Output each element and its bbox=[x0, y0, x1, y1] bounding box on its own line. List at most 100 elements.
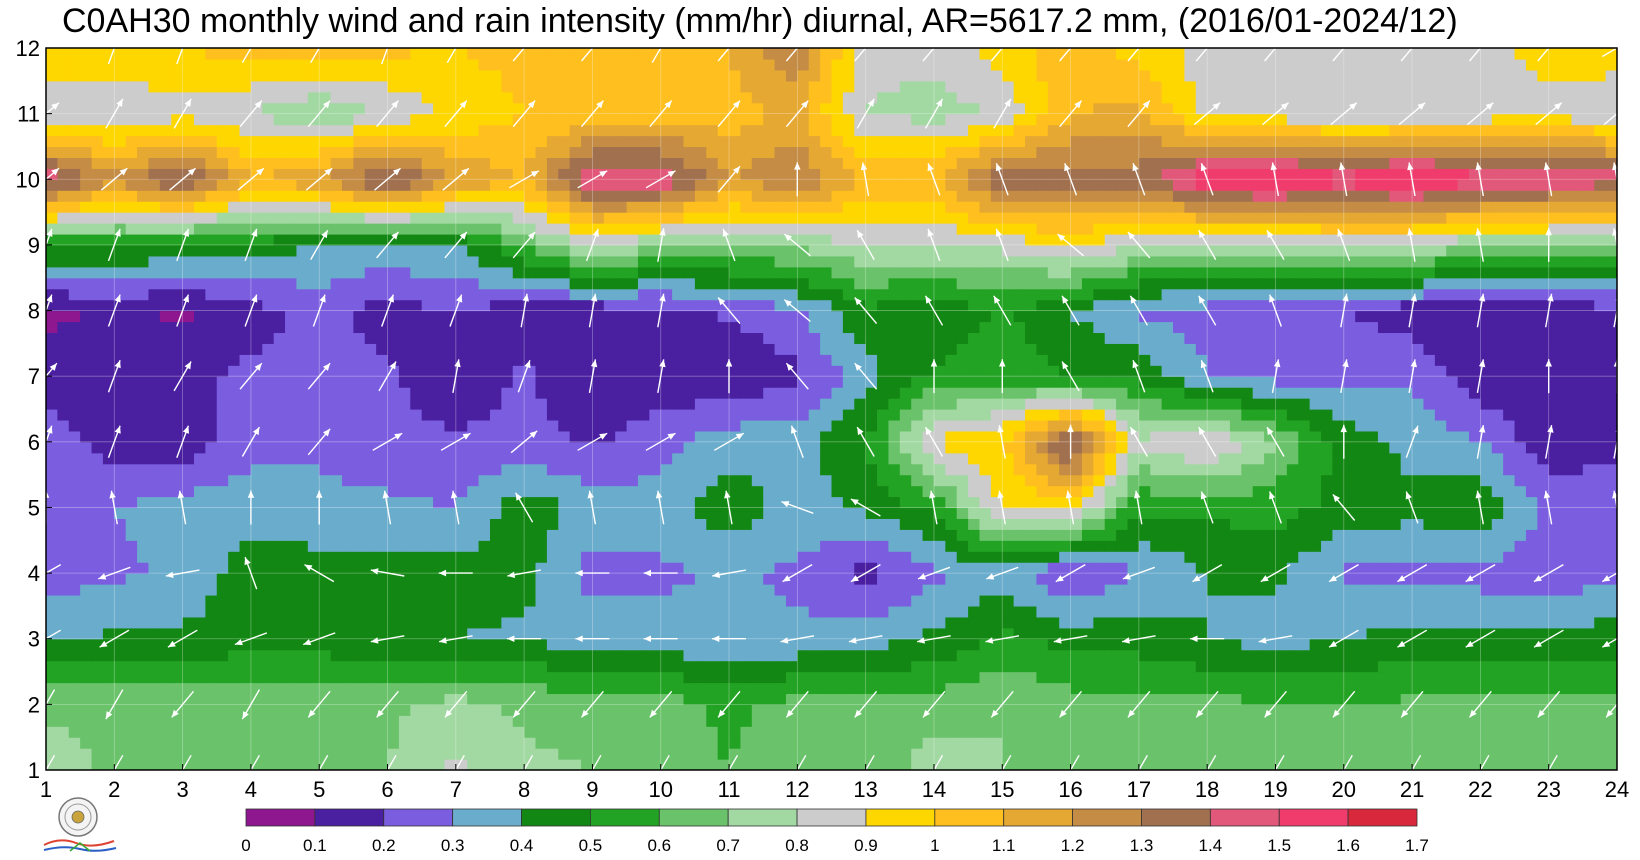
heatmap-cell bbox=[171, 726, 184, 738]
heatmap-cell bbox=[1469, 529, 1481, 541]
heatmap-cell bbox=[1093, 715, 1106, 727]
heatmap-cell bbox=[1412, 452, 1425, 465]
heatmap-cell bbox=[729, 518, 742, 530]
heatmap-cell bbox=[57, 704, 70, 716]
heatmap-cell bbox=[1594, 474, 1607, 487]
heatmap-cell bbox=[171, 507, 184, 519]
heatmap-cell bbox=[307, 671, 320, 684]
heatmap-cell bbox=[945, 715, 958, 727]
heatmap-cell bbox=[1264, 715, 1277, 727]
heatmap-cell bbox=[1343, 474, 1356, 487]
heatmap-cell bbox=[535, 551, 548, 563]
heatmap-cell bbox=[273, 649, 286, 662]
heatmap-cell bbox=[353, 430, 366, 443]
heatmap-cell bbox=[1138, 627, 1151, 640]
heatmap-cell bbox=[763, 540, 776, 552]
heatmap-cell bbox=[922, 529, 935, 541]
heatmap-cell bbox=[182, 573, 195, 585]
heatmap-cell bbox=[649, 759, 662, 770]
heatmap-cell bbox=[1059, 409, 1072, 421]
heatmap-cell bbox=[899, 419, 912, 432]
heatmap-cell bbox=[1366, 682, 1379, 695]
heatmap-cell bbox=[1218, 594, 1231, 607]
heatmap-cell bbox=[1002, 671, 1015, 684]
heatmap-cell bbox=[581, 649, 594, 662]
heatmap-cell bbox=[433, 518, 446, 530]
heatmap-cell bbox=[1355, 737, 1368, 749]
heatmap-cell bbox=[1423, 562, 1436, 574]
heatmap-cell bbox=[433, 441, 446, 454]
heatmap-cell bbox=[262, 616, 275, 629]
heatmap-cell bbox=[1275, 507, 1288, 519]
heatmap-cell bbox=[820, 726, 833, 738]
heatmap-cell bbox=[489, 726, 502, 738]
heatmap-cell bbox=[842, 398, 855, 410]
heatmap-cell bbox=[171, 398, 184, 410]
heatmap-cell bbox=[387, 737, 400, 749]
heatmap-cell bbox=[433, 485, 446, 498]
heatmap-cell bbox=[854, 540, 867, 552]
heatmap-cell bbox=[706, 584, 719, 596]
heatmap-cell bbox=[46, 671, 58, 684]
heatmap-cell bbox=[250, 562, 263, 574]
heatmap-cell bbox=[1457, 518, 1470, 530]
heatmap-cell bbox=[945, 441, 958, 454]
heatmap-cell bbox=[729, 638, 742, 651]
heatmap-cell bbox=[1548, 693, 1561, 705]
heatmap-cell bbox=[1525, 660, 1538, 673]
heatmap-cell bbox=[660, 638, 673, 651]
heatmap-cell bbox=[455, 496, 468, 509]
heatmap-cell bbox=[831, 398, 844, 410]
heatmap-cell bbox=[956, 551, 969, 563]
heatmap-cell bbox=[1377, 649, 1390, 662]
heatmap-cell bbox=[512, 452, 525, 465]
heatmap-cell bbox=[489, 584, 502, 596]
heatmap-cell bbox=[467, 605, 480, 618]
heatmap-cell bbox=[854, 748, 867, 760]
heatmap-cell bbox=[1537, 726, 1550, 738]
heatmap-cell bbox=[842, 627, 855, 640]
heatmap-cell bbox=[1503, 584, 1516, 596]
heatmap-cell bbox=[1286, 419, 1299, 432]
heatmap-cell bbox=[398, 398, 411, 410]
heatmap-cell bbox=[1138, 737, 1151, 749]
heatmap-cell bbox=[1571, 474, 1584, 487]
heatmap-cell bbox=[854, 562, 867, 574]
heatmap-cell bbox=[558, 419, 571, 432]
heatmap-cell bbox=[933, 485, 946, 498]
heatmap-cell bbox=[1081, 759, 1094, 770]
heatmap-cell bbox=[250, 409, 263, 421]
heatmap-cell bbox=[774, 474, 787, 487]
heatmap-cell bbox=[729, 485, 742, 498]
heatmap-cell bbox=[842, 704, 855, 716]
heatmap-cell bbox=[228, 737, 241, 749]
heatmap-cell bbox=[307, 660, 320, 673]
heatmap-cell bbox=[478, 562, 491, 574]
heatmap-cell bbox=[410, 409, 423, 421]
heatmap-cell bbox=[1560, 616, 1573, 629]
heatmap-cell bbox=[1434, 715, 1447, 727]
heatmap-cell bbox=[353, 376, 366, 388]
heatmap-cell bbox=[1457, 584, 1470, 596]
heatmap-cell bbox=[1275, 562, 1288, 574]
heatmap-cell bbox=[467, 715, 480, 727]
heatmap-cell bbox=[603, 660, 616, 673]
heatmap-cell bbox=[1309, 605, 1322, 618]
heatmap-cell bbox=[1332, 562, 1345, 574]
heatmap-cell bbox=[1252, 627, 1265, 640]
heatmap-cell bbox=[1343, 507, 1356, 519]
heatmap-cell bbox=[57, 562, 70, 574]
heatmap-cell bbox=[1457, 748, 1470, 760]
heatmap-cell bbox=[877, 616, 890, 629]
heatmap-cell bbox=[706, 715, 719, 727]
heatmap-cell bbox=[444, 562, 457, 574]
heatmap-cell bbox=[1434, 638, 1447, 651]
heatmap-cell bbox=[455, 376, 468, 388]
heatmap-cell bbox=[1480, 452, 1493, 465]
heatmap-cell bbox=[956, 715, 969, 727]
heatmap-cell bbox=[319, 748, 332, 760]
heatmap-cell bbox=[1047, 409, 1060, 421]
heatmap-cell bbox=[193, 616, 206, 629]
heatmap-cell bbox=[376, 409, 389, 421]
heatmap-cell bbox=[729, 463, 742, 476]
